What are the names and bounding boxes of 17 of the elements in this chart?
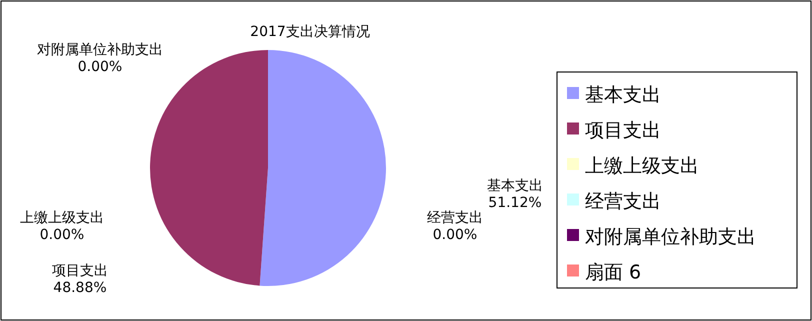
text: 0.00%: [432, 227, 478, 243]
legend-label: 上缴上级支出: [585, 155, 699, 177]
legend-label: 经营支出: [585, 190, 661, 212]
legend-label: 基本支出: [585, 84, 661, 106]
text: 0.00%: [78, 59, 122, 75]
data-label: 48.88%: [53, 280, 107, 296]
category-label: 上缴上级支出: [20, 210, 104, 226]
chart-title: 2017支出决算情况: [250, 24, 370, 40]
category-label: 经营支出: [427, 210, 483, 226]
slice-label: 项目支出: [52, 263, 108, 279]
category-label: 对附属单位补助支出: [37, 42, 163, 58]
legend-label: 对附属单位补助支出: [585, 226, 756, 248]
slice-label: 基本支出: [487, 178, 543, 194]
legend-label: 项目支出: [585, 120, 661, 142]
legend-label: 扇面 6: [585, 262, 642, 284]
data-label: 51.12%: [488, 195, 542, 211]
text: 0.00%: [40, 227, 84, 243]
